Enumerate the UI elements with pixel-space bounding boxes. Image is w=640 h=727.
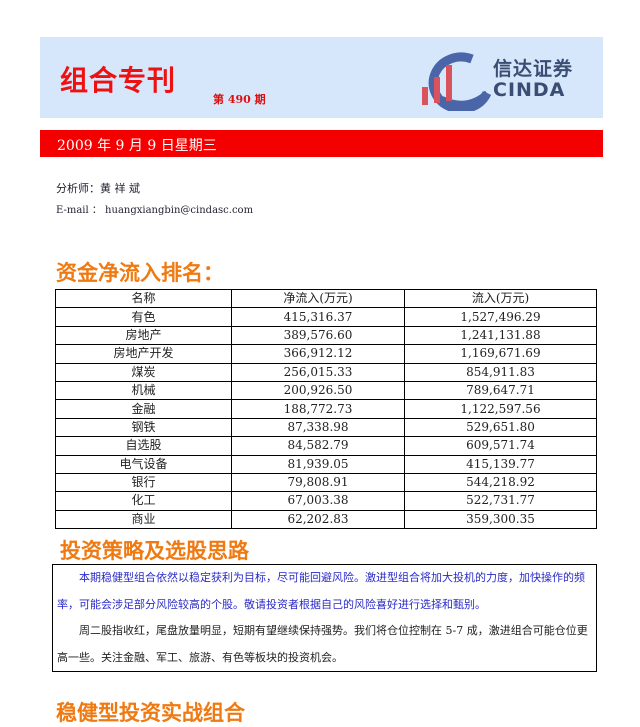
sector-name-cell: 房地产开发 xyxy=(55,344,232,364)
column-header: 名称 xyxy=(55,288,232,309)
net-inflow-table: 名称 净流入(万元) 流入(万元) 有色 415,316.37 1,527,496.… xyxy=(55,288,597,530)
sector-name-cell: 房地产 xyxy=(55,325,232,346)
strategy-box: 本期稳健型组合依然以稳定获利为目标，尽可能回避风险。激进型组合将加大投机的力度，… xyxy=(52,564,597,672)
analyst-name: 分析师：黄 祥 斌 xyxy=(56,182,140,195)
section-heading-net-inflow: 资金净流入排名： xyxy=(56,261,224,285)
logo-text-en: CINDA xyxy=(493,79,566,101)
net-inflow-cell: 366,912.12 xyxy=(231,344,405,364)
net-inflow-cell: 67,003.38 xyxy=(231,491,405,511)
net-inflow-cell: 62,202.83 xyxy=(231,509,405,530)
cinda-logo-icon xyxy=(422,52,492,111)
table-row: 机械 200,926.50 789,647.71 xyxy=(55,380,597,401)
section-heading-strategy: 投资策略及选股思路 xyxy=(60,539,249,563)
strategy-paragraph-1: 本期稳健型组合依然以稳定获利为目标，尽可能回避风险。激进型组合将加大投机的力度，… xyxy=(57,571,585,611)
table-row: 有色 415,316.37 1,527,496.29 xyxy=(55,307,597,327)
inflow-cell: 789,647.71 xyxy=(404,380,597,401)
publication-title: 组合专刊 xyxy=(60,64,177,97)
sector-name-cell: 化工 xyxy=(55,491,232,511)
sector-name-cell: 有色 xyxy=(55,307,232,327)
net-inflow-cell: 389,576.60 xyxy=(231,325,405,346)
table-row: 电气设备 81,939.05 415,139.77 xyxy=(55,454,597,474)
inflow-cell: 1,241,131.88 xyxy=(404,325,597,346)
sector-name-cell: 机械 xyxy=(55,380,232,401)
net-inflow-cell: 415,316.37 xyxy=(231,307,405,327)
net-inflow-cell: 200,926.50 xyxy=(231,380,405,401)
strategy-paragraph-2: 周二股指收红，尾盘放量明显，短期有望继续保持强势。我们将仓位控制在 5-7 成，… xyxy=(57,624,588,664)
table-row: 房地产开发 366,912.12 1,169,671.69 xyxy=(55,344,597,364)
inflow-cell: 1,527,496.29 xyxy=(404,307,597,327)
table-row: 金融 188,772.73 1,122,597.56 xyxy=(55,399,597,419)
table-row: 自选股 84,582.79 609,571.74 xyxy=(55,436,597,456)
table-row: 煤炭 256,015.33 854,911.83 xyxy=(55,362,597,382)
table-row: 房地产 389,576.60 1,241,131.88 xyxy=(55,325,597,346)
issue-number: 第 490 期 xyxy=(213,93,266,106)
net-inflow-cell: 81,939.05 xyxy=(231,454,405,474)
sector-name-cell: 煤炭 xyxy=(55,362,232,382)
sector-name-cell: 银行 xyxy=(55,472,232,493)
inflow-cell: 1,122,597.56 xyxy=(404,399,597,419)
net-inflow-cell: 87,338.98 xyxy=(231,417,405,438)
net-inflow-cell: 188,772.73 xyxy=(231,399,405,419)
net-inflow-cell: 84,582.79 xyxy=(231,436,405,456)
table-row: 化工 67,003.38 522,731.77 xyxy=(55,491,597,511)
sector-name-cell: 金融 xyxy=(55,399,232,419)
net-inflow-cell: 256,015.33 xyxy=(231,362,405,382)
inflow-cell: 609,571.74 xyxy=(404,436,597,456)
sector-name-cell: 钢铁 xyxy=(55,417,232,438)
sector-name-cell: 商业 xyxy=(55,509,232,530)
inflow-cell: 1,169,671.69 xyxy=(404,344,597,364)
table-header-row: 名称 净流入(万元) 流入(万元) xyxy=(55,288,597,309)
column-header: 净流入(万元) xyxy=(231,288,405,309)
header-band: 组合专刊 第 490 期 信达证券 CINDA xyxy=(40,37,603,118)
analyst-email: E-mail ： huangxiangbin@cindasc.com xyxy=(56,205,254,216)
inflow-cell: 359,300.35 xyxy=(404,509,597,530)
inflow-cell: 544,218.92 xyxy=(404,472,597,493)
publication-date: 2009 年 9 月 9 日星期三 xyxy=(57,138,217,154)
table-row: 钢铁 87,338.98 529,651.80 xyxy=(55,417,597,438)
section-heading-portfolio: 稳健型投资实战组合 xyxy=(56,701,245,725)
table-row: 银行 79,808.91 544,218.92 xyxy=(55,472,597,493)
date-bar: 2009 年 9 月 9 日星期三 xyxy=(40,130,603,157)
inflow-cell: 854,911.83 xyxy=(404,362,597,382)
sector-name-cell: 电气设备 xyxy=(55,454,232,474)
inflow-cell: 522,731.77 xyxy=(404,491,597,511)
sector-name-cell: 自选股 xyxy=(55,436,232,456)
logo-text-cn: 信达证券 xyxy=(493,58,574,80)
net-inflow-cell: 79,808.91 xyxy=(231,472,405,493)
inflow-cell: 415,139.77 xyxy=(404,454,597,474)
column-header: 流入(万元) xyxy=(404,288,597,309)
table-row: 商业 62,202.83 359,300.35 xyxy=(55,509,597,530)
inflow-cell: 529,651.80 xyxy=(404,417,597,438)
